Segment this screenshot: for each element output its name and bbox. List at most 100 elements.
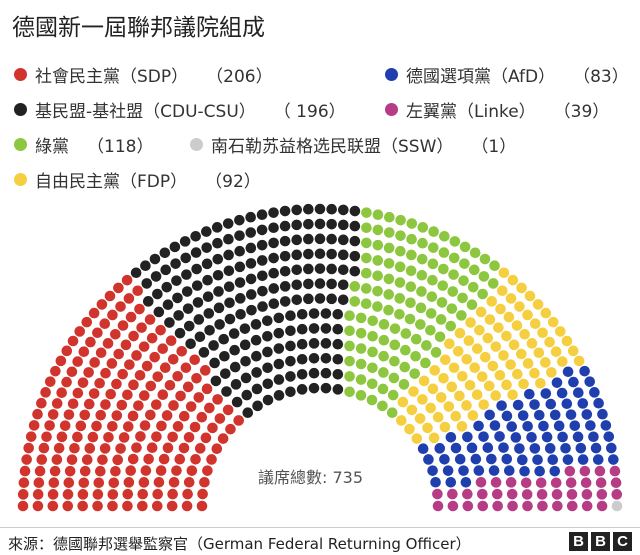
seat-dot (296, 338, 308, 350)
seat-dot (137, 488, 149, 500)
seat-dot (529, 318, 541, 329)
seat-dot (581, 489, 593, 500)
seat-dot (400, 328, 412, 339)
legend-item-afd: 德國選項黨（AfD） （83） (385, 62, 629, 87)
seat-dot (507, 274, 519, 286)
source-note: 來源：德國聯邦選舉監察官（German Federal Returning Of… (8, 535, 471, 553)
seat-dot (234, 261, 246, 273)
seat-dot (113, 348, 124, 360)
seat-dot (394, 261, 406, 273)
seat-dot (428, 226, 439, 237)
seat-dot (406, 218, 418, 229)
seat-dot (505, 359, 516, 370)
seat-dot (438, 263, 449, 275)
seat-dot (224, 313, 236, 325)
seat-dot (291, 219, 303, 231)
seat-dot (597, 408, 608, 420)
seat-dot (608, 454, 619, 465)
seat-dot (47, 489, 59, 500)
seat-dot (178, 442, 190, 454)
seat-dot (36, 397, 47, 409)
seat-dot (102, 338, 114, 349)
seat-dot (435, 314, 447, 325)
seat-dot (547, 316, 559, 328)
seat-dot (446, 303, 458, 314)
seat-dot (532, 454, 543, 466)
seat-dot (349, 235, 361, 247)
seat-dot (514, 301, 525, 312)
seat-dot (466, 299, 478, 311)
seat-dot (415, 302, 427, 314)
bbc-logo: B B C (569, 532, 632, 551)
seat-dot (53, 442, 65, 454)
seat-dot (541, 431, 553, 443)
seat-dot (61, 345, 73, 357)
seat-dot (179, 236, 191, 247)
seat-dot (291, 204, 303, 216)
seat-dot (512, 399, 524, 411)
seat-dot (171, 465, 182, 476)
seat-dot (594, 465, 606, 477)
seat-dot (464, 379, 476, 391)
seat-dot (233, 415, 244, 426)
seat-dot (326, 203, 337, 215)
seat-dot (251, 367, 262, 378)
seat-dot (416, 269, 428, 281)
seat-dot (250, 319, 262, 330)
seat-dot (256, 224, 268, 236)
seat-dot (196, 500, 208, 512)
seat-dot (516, 282, 527, 294)
seat-dot (153, 306, 165, 318)
seat-dot (149, 351, 161, 363)
seat-dot (449, 236, 461, 247)
seat-dot (592, 454, 604, 465)
seat-dot (111, 410, 123, 421)
seat-dot (91, 420, 102, 432)
seat-dot (505, 477, 517, 488)
seat-dot (122, 421, 134, 432)
seat-dot (245, 211, 256, 223)
seat-dot (446, 381, 458, 393)
seat-dot (507, 500, 518, 512)
seat-dot (405, 265, 417, 277)
seat-dot (164, 317, 175, 328)
seat-dot (104, 290, 116, 302)
seat-dot (436, 297, 448, 308)
seat-dot (566, 489, 578, 500)
legend-label-cdu-csu: 基民盟-基社盟（CDU-CSU） (35, 102, 256, 122)
seat-dot (95, 409, 107, 421)
seat-dot (372, 285, 383, 297)
seat-dot (425, 402, 436, 414)
seat-dot (199, 365, 211, 376)
seat-dot (565, 409, 577, 420)
seat-dot (388, 372, 400, 384)
seat-dot (182, 488, 193, 500)
seat-dot (457, 370, 468, 382)
seat-dot (100, 367, 111, 379)
seat-dot (486, 296, 498, 307)
seat-dot (116, 399, 128, 411)
seat-dot (361, 237, 372, 249)
seat-dot (518, 378, 529, 390)
seat-dot (308, 382, 320, 394)
seat-dot (85, 336, 96, 348)
seat-dot (262, 315, 273, 327)
seat-dot (165, 335, 177, 347)
seat-dot (121, 274, 133, 286)
seat-dot (67, 398, 79, 410)
seat-dot (396, 415, 407, 426)
seat-dot (378, 367, 389, 378)
seat-dot (417, 394, 428, 405)
seat-dot (469, 362, 481, 374)
seat-dot (256, 209, 268, 221)
seat-dot (456, 310, 467, 321)
seat-dot (344, 355, 355, 367)
seat-dot (303, 278, 314, 290)
seat-dot (377, 383, 389, 395)
seat-dot (220, 368, 231, 379)
seat-dot (454, 390, 465, 402)
seat-dot (585, 420, 596, 431)
seat-dot (389, 355, 400, 367)
seat-dot (308, 308, 320, 319)
seat-dot (537, 500, 548, 512)
